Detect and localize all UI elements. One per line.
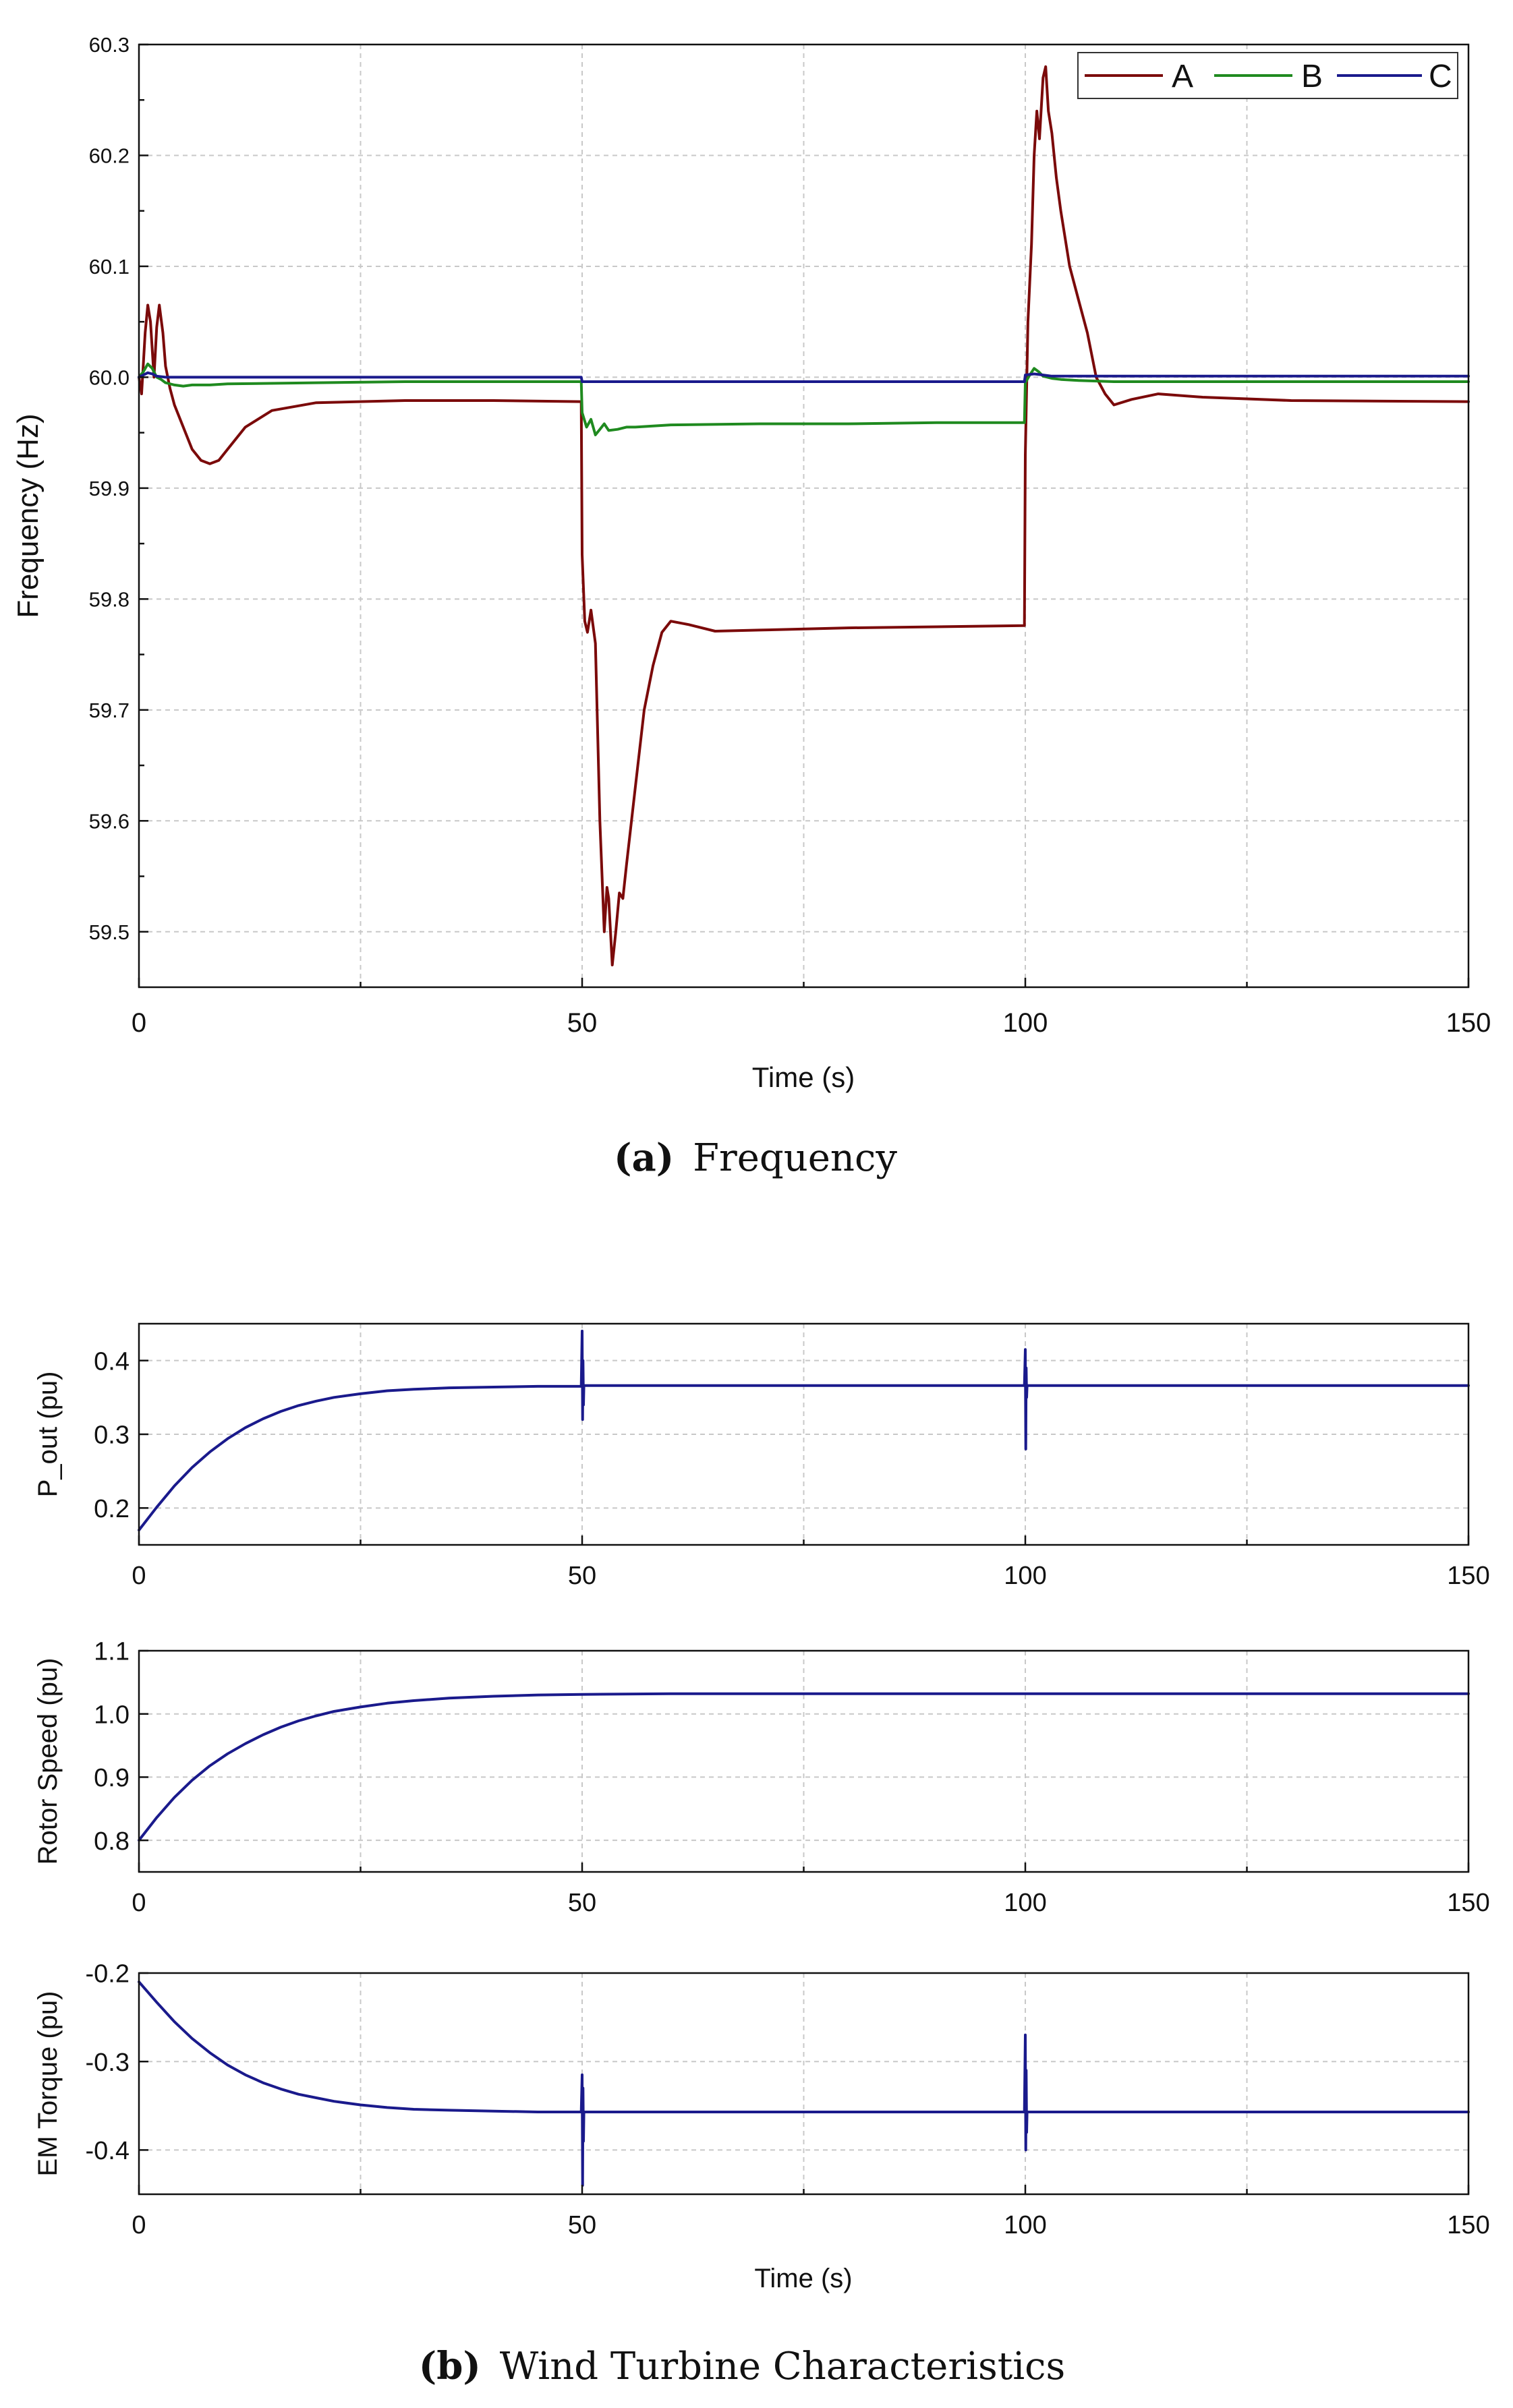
y-tick-label: 59.5 (89, 920, 130, 944)
caption-a-label: (a) (614, 1136, 674, 1180)
p-out-ticks: 0 50 100 150 0.2 0.3 0.4 (94, 1347, 1490, 1590)
x-tick-label: 100 (1004, 1889, 1046, 1917)
y-tick-label: 60.3 (89, 33, 130, 57)
y-tick-label: 59.9 (89, 477, 130, 500)
frequency-chart: 0 50 100 150 59.5 59.6 59.7 59.8 59.9 60.0 60.1 60.… (11, 33, 1491, 1093)
frequency-ticks: 0 50 100 150 59.5 59.6 59.7 59.8 59.9 60.0 60.1 60.… (89, 33, 1491, 1038)
rotor-speed-chart: 0 50 100 150 0.8 0.9 1.0 1.1 Rotor Speed (pu) (33, 1638, 1490, 1917)
x-tick-label: 150 (1446, 1008, 1491, 1038)
x-tick-label: 50 (568, 1889, 596, 1917)
frequency-x-axis-label: Time (s) (752, 1061, 855, 1093)
em-torque-chart: 0 50 100 150 -0.4 -0.3 -0.2 Time (s) EM Torque… (33, 1960, 1490, 2293)
y-tick-label: 59.6 (89, 809, 130, 833)
series-line-b (138, 362, 1470, 436)
rotor-speed-series-layer (138, 1692, 1470, 1842)
y-tick-label: 1.0 (94, 1701, 130, 1729)
x-tick-label: 0 (132, 1562, 146, 1590)
y-tick-label: 0.2 (94, 1495, 130, 1523)
x-tick-label: 150 (1447, 2211, 1489, 2239)
p-out-y-axis-label: P_out (pu) (33, 1372, 63, 1498)
x-tick-label: 50 (568, 1562, 596, 1590)
caption-b-label: (b) (419, 2344, 481, 2388)
series-line-a (138, 65, 1470, 967)
y-tick-label: 60.1 (89, 255, 130, 278)
y-tick-label: -0.4 (86, 2137, 130, 2165)
y-tick-label: 60.2 (89, 144, 130, 168)
x-tick-label: 50 (568, 2211, 596, 2239)
series-line-em-torque (138, 1980, 1470, 2187)
y-tick-label: 59.7 (89, 699, 130, 722)
y-tick-label: 60.0 (89, 366, 130, 390)
em-torque-y-axis-label: EM Torque (pu) (33, 1991, 63, 2177)
svg-text:(b) Wind Turbine Charact: (b) Wind Turbine Characteristics (419, 2344, 1066, 2388)
rotor-speed-grid (139, 1651, 1468, 1872)
frequency-grid (139, 45, 1468, 987)
x-tick-label: 0 (132, 2211, 146, 2239)
x-tick-label: 50 (567, 1008, 598, 1038)
frequency-y-axis-label: Frequency (Hz) (11, 413, 45, 618)
em-torque-grid (139, 1973, 1468, 2194)
y-tick-label: 1.1 (94, 1638, 130, 1666)
y-tick-label: 0.3 (94, 1421, 130, 1450)
p-out-grid (139, 1324, 1468, 1545)
x-tick-label: 100 (1004, 1562, 1046, 1590)
x-tick-label: 100 (1004, 2211, 1046, 2239)
em-torque-x-axis-label: Time (s) (754, 2264, 852, 2293)
y-tick-label: -0.2 (86, 1960, 130, 1989)
caption-a: (a) Frequency (614, 1136, 897, 1180)
y-tick-label: 0.8 (94, 1827, 130, 1856)
frequency-series-layer (138, 65, 1470, 967)
caption-b: (b) Wind Turbine Characteristics (419, 2344, 1066, 2388)
y-tick-label: 59.8 (89, 588, 130, 612)
y-tick-label: -0.3 (86, 2049, 130, 2077)
x-tick-label: 0 (132, 1889, 146, 1917)
frequency-legend: A B C (1077, 52, 1458, 99)
y-tick-label: 0.4 (94, 1347, 130, 1376)
series-line-c (138, 371, 1470, 383)
legend-label-a: A (1172, 59, 1193, 94)
x-tick-label: 150 (1447, 1562, 1489, 1590)
x-tick-label: 150 (1447, 1889, 1489, 1917)
em-torque-series-layer (138, 1980, 1470, 2187)
y-tick-label: 0.9 (94, 1764, 130, 1792)
svg-text:(a) Frequency: (a) Frequency (614, 1136, 897, 1180)
x-tick-label: 100 (1003, 1008, 1048, 1038)
em-torque-ticks: 0 50 100 150 -0.4 -0.3 -0.2 (86, 1960, 1490, 2239)
series-line-p-out (138, 1329, 1470, 1532)
legend-label-c: C (1429, 59, 1452, 94)
rotor-speed-ticks: 0 50 100 150 0.8 0.9 1.0 1.1 (94, 1638, 1490, 1917)
rotor-speed-y-axis-label: Rotor Speed (pu) (33, 1658, 63, 1865)
caption-a-text: Frequency (693, 1136, 897, 1180)
p-out-chart: 0 50 100 150 0.2 0.3 0.4 P_out (pu) (33, 1322, 1490, 1590)
caption-b-text: Wind Turbine Characteristics (500, 2345, 1066, 2388)
p-out-series-layer (138, 1329, 1470, 1532)
series-line-rotor-speed (138, 1692, 1470, 1842)
legend-label-b: B (1301, 59, 1323, 94)
x-tick-label: 0 (132, 1008, 146, 1038)
